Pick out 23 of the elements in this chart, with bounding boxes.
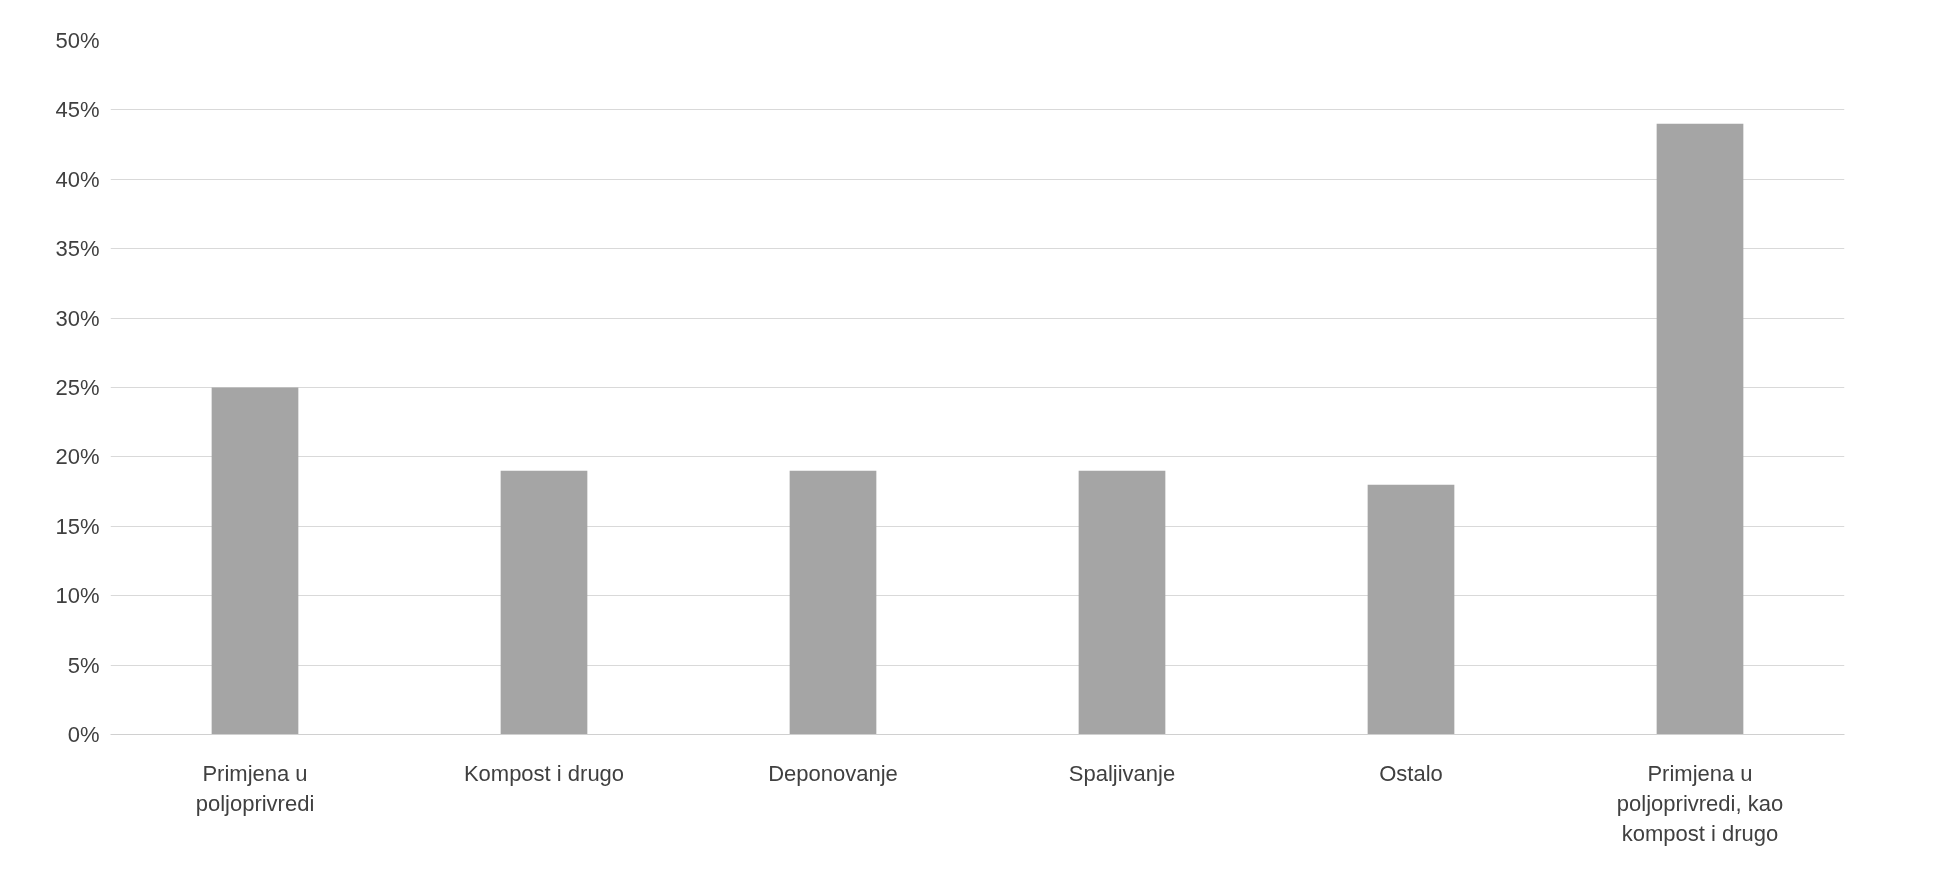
y-tick-label: 30% [55,305,100,331]
x-tick-label: Kompost i drugo [463,760,625,786]
y-tick-label: 15% [55,513,100,539]
y-tick-label: 35% [55,236,100,262]
bar [1656,123,1744,735]
bar [1078,470,1166,735]
x-tick-label: Ostalo [1379,760,1443,786]
bar [789,470,877,735]
x-tick-label: Spaljivanje [1068,760,1176,786]
y-tick-label: 5% [67,652,100,678]
y-tick-label: 25% [55,375,100,400]
y-tick-label: 50% [55,28,100,53]
y-tick-label: 45% [55,97,100,123]
y-tick-label: 10% [55,583,100,609]
x-tick-label: Primjena u poljoprivredi [195,760,315,816]
y-tick-label: 40% [55,166,100,192]
x-tick-label: Primjena u poljoprivredi, kao kompost i drugo [1616,760,1784,846]
bar [1367,484,1455,735]
y-tick-label: 20% [55,444,100,470]
bar [211,387,299,735]
x-tick-label: Deponovanje [768,760,898,786]
bar [500,470,588,735]
y-tick-label: 0% [67,722,100,747]
